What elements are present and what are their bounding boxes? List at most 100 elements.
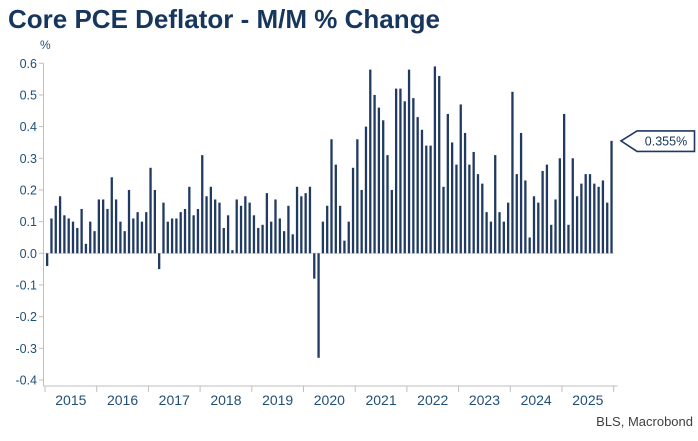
bar-2018-06 <box>222 227 225 254</box>
bar-2018-01 <box>201 155 204 254</box>
bar-2022-04 <box>420 129 424 254</box>
chart-title: Core PCE Deflator - M/M % Change <box>8 4 440 34</box>
bar-2025-09 <box>597 186 600 254</box>
bar-2023-02 <box>463 132 467 254</box>
bar-2017-01 <box>149 167 152 254</box>
bar-2021-12 <box>403 101 406 254</box>
bar-2019-08 <box>282 231 286 254</box>
bar-2023-07 <box>485 212 488 254</box>
x-tick-label: 2022 <box>417 392 448 408</box>
bar-2017-04 <box>162 202 165 254</box>
y-tick-label: 0.0 <box>20 247 37 261</box>
bar-2016-11 <box>140 221 144 254</box>
bar-2022-05 <box>425 145 428 254</box>
bar-2023-08 <box>489 221 493 254</box>
last-value-callout <box>619 130 696 153</box>
bar-2021-03 <box>364 126 368 254</box>
bar-2023-04 <box>472 151 475 254</box>
x-tick-label: 2024 <box>521 392 552 408</box>
bar-2018-08 <box>231 250 234 254</box>
bar-2016-06 <box>119 221 122 254</box>
bar-2020-04 <box>317 253 320 358</box>
bar-2020-06 <box>326 205 329 254</box>
x-tick-label: 2025 <box>572 392 603 408</box>
x-tick-label: 2015 <box>55 392 86 408</box>
y-tick-label: 0.1 <box>20 215 37 229</box>
bar-2016-02 <box>102 199 105 254</box>
bar-2025-06 <box>584 174 587 254</box>
bar-2018-07 <box>226 215 230 254</box>
bar-2018-02 <box>205 196 208 254</box>
bar-2025-04 <box>575 196 579 254</box>
y-tick-label: -0.4 <box>15 373 37 387</box>
bar-2023-05 <box>476 174 480 254</box>
bar-2024-09 <box>545 164 549 254</box>
bar-2022-11 <box>450 142 454 254</box>
bar-2024-04 <box>524 180 527 254</box>
bar-2020-09 <box>338 205 342 254</box>
bar-2016-12 <box>145 212 148 254</box>
bar-2017-11 <box>192 215 195 254</box>
bar-2018-04 <box>214 199 217 254</box>
bar-2015-08 <box>76 227 79 254</box>
bar-2019-11 <box>295 186 299 254</box>
bar-2025-03 <box>571 158 574 254</box>
bar-2022-06 <box>429 145 432 254</box>
bar-2025-07 <box>588 174 592 254</box>
bar-2019-01 <box>252 215 256 254</box>
bar-2024-12 <box>558 158 561 254</box>
bar-2015-09 <box>80 208 83 254</box>
bar-2015-04 <box>58 196 62 254</box>
bar-2025-12 <box>610 140 613 254</box>
bar-2022-12 <box>455 164 458 254</box>
bar-2018-10 <box>239 205 243 254</box>
bar-2025-02 <box>567 224 570 254</box>
bar-2018-12 <box>248 202 251 254</box>
bar-2018-05 <box>218 202 221 254</box>
bar-2017-12 <box>196 208 200 254</box>
bar-2016-10 <box>136 212 139 254</box>
bar-2021-04 <box>369 69 372 254</box>
bar-2022-07 <box>433 66 437 254</box>
bar-2017-06 <box>170 218 174 254</box>
bar-2015-07 <box>71 221 75 254</box>
bar-2024-10 <box>550 224 553 254</box>
bar-2025-11 <box>606 202 609 254</box>
x-tick-label: 2023 <box>469 392 500 408</box>
bar-2023-11 <box>502 221 505 254</box>
bar-2023-06 <box>481 183 484 254</box>
bar-2017-07 <box>175 218 178 254</box>
bar-2020-03 <box>313 253 316 279</box>
bar-2023-03 <box>468 164 471 254</box>
bar-2023-01 <box>459 104 462 254</box>
bar-2018-09 <box>235 199 238 254</box>
bar-2015-06 <box>67 218 70 254</box>
y-tick-label: 0.6 <box>20 57 37 71</box>
x-tick-label: 2021 <box>365 392 396 408</box>
bar-2021-05 <box>373 94 376 254</box>
bar-2017-03 <box>158 253 161 270</box>
bar-2019-03 <box>261 224 264 254</box>
bar-2019-12 <box>300 196 303 254</box>
y-tick-label: 0.5 <box>20 88 37 102</box>
bar-2023-09 <box>494 155 497 254</box>
bar-2021-11 <box>399 88 402 254</box>
bar-2025-10 <box>601 180 605 254</box>
bar-2019-10 <box>291 234 294 254</box>
bar-2020-12 <box>351 167 355 254</box>
bar-2021-08 <box>386 155 389 254</box>
x-tick-label: 2018 <box>210 392 241 408</box>
bar-2024-03 <box>519 132 523 254</box>
bar-2019-07 <box>278 218 281 254</box>
source-attribution: BLS, Macrobond <box>596 414 693 429</box>
bar-2015-05 <box>63 215 66 254</box>
bar-2017-05 <box>166 221 169 254</box>
x-tick-label: 2019 <box>262 392 293 408</box>
bar-2024-11 <box>554 199 557 254</box>
bar-2020-02 <box>308 186 312 254</box>
bar-2022-02 <box>412 98 415 254</box>
bar-2016-04 <box>110 177 113 254</box>
bar-2022-01 <box>407 69 411 254</box>
bar-2020-05 <box>321 221 325 254</box>
